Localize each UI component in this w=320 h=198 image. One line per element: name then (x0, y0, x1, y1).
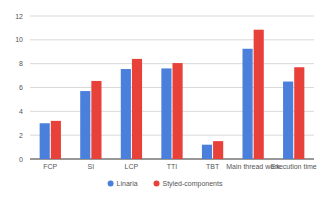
x-tick-label: Execution time (271, 163, 317, 170)
legend-label: Styled-components (163, 180, 223, 188)
y-tick-label: 12 (15, 13, 23, 20)
legend-label: Linaria (117, 180, 138, 187)
bar (243, 49, 253, 159)
bar (40, 123, 50, 159)
background (0, 0, 320, 198)
y-tick-label: 2 (19, 132, 23, 139)
chart-root: 024681012FCPSILCPTTITBTMain thread workE… (0, 0, 320, 198)
bar (161, 68, 171, 159)
y-tick-label: 4 (19, 108, 23, 115)
bars (40, 30, 305, 159)
x-tick-label: FCP (43, 163, 57, 170)
y-tick-label: 8 (19, 60, 23, 67)
grid-line (30, 63, 314, 64)
grid-line (30, 135, 314, 136)
bar (254, 30, 264, 159)
bar (80, 91, 90, 159)
grid-line (30, 111, 314, 112)
bar (213, 141, 223, 159)
y-tick-label: 6 (19, 84, 23, 91)
bar (202, 145, 212, 159)
legend: Linaria Styled-components (108, 180, 223, 188)
bar (294, 67, 304, 159)
grid-line (30, 16, 314, 17)
x-tick-label: LCP (125, 163, 139, 170)
x-tick-label: TBT (206, 163, 220, 170)
chart-svg: 024681012FCPSILCPTTITBTMain thread workE… (0, 0, 320, 198)
bar (51, 121, 61, 159)
bar (132, 59, 142, 159)
grid-line (30, 159, 314, 160)
y-tick-label: 10 (15, 36, 23, 43)
legend-swatch (154, 181, 160, 187)
grid-line (30, 87, 314, 88)
y-tick-label: 0 (19, 156, 23, 163)
bar (121, 69, 131, 159)
bar (91, 81, 101, 159)
bar (283, 82, 293, 159)
legend-swatch (108, 181, 114, 187)
grid-line (30, 39, 314, 40)
bar (173, 63, 183, 159)
x-tick-label: SI (88, 163, 95, 170)
x-tick-label: TTI (167, 163, 178, 170)
